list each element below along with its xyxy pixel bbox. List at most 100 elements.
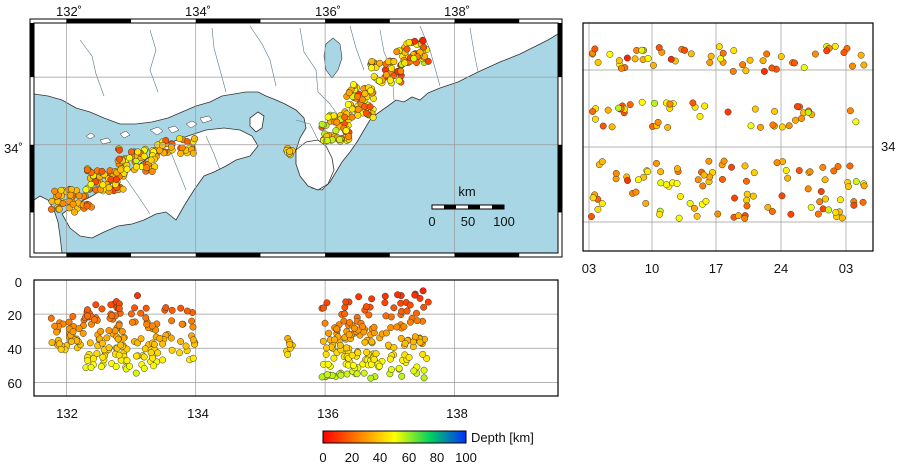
time-hypocenter xyxy=(587,213,595,221)
time-hypocenter xyxy=(798,114,805,122)
xs-hypocenter xyxy=(86,339,94,347)
xs-hypocenter xyxy=(321,319,329,327)
map-hypocenter xyxy=(183,138,191,146)
xs-hypocenter xyxy=(350,361,357,369)
time-hypocenter xyxy=(778,123,786,131)
land-masses xyxy=(34,23,558,253)
xs-hypocenter xyxy=(57,345,65,353)
time-hypocenter xyxy=(691,204,698,212)
xs-hypocenter xyxy=(394,291,402,299)
time-hypocenter xyxy=(819,163,827,171)
colorbar-tick-0: 0 xyxy=(319,450,326,465)
time-hypocenter xyxy=(724,108,732,116)
map-hypocenter xyxy=(82,186,90,194)
xs-hypocenter xyxy=(348,351,356,359)
map-hypocenter xyxy=(348,113,356,121)
xs-hypocenter xyxy=(410,367,418,375)
xs-hypocenter xyxy=(137,309,145,317)
xs-hypocenter xyxy=(79,329,87,337)
time-hypocenter xyxy=(834,163,842,170)
time-hypocenter xyxy=(589,194,597,202)
time-hypocenter xyxy=(750,169,758,177)
time-hypocenter xyxy=(787,210,795,218)
time-hypocenter xyxy=(768,208,776,215)
time-hypocenter xyxy=(769,121,777,129)
time-hypocenter xyxy=(675,214,683,222)
xs-hypocenter xyxy=(127,310,135,318)
map-hypocenter xyxy=(159,141,167,149)
xs-hypocenter xyxy=(115,351,123,359)
time-hypocenter xyxy=(804,185,812,193)
xs-hypocenter xyxy=(123,357,131,365)
xs-hypocenter xyxy=(324,360,332,368)
map-hypocenter xyxy=(115,155,123,163)
time-hypocenter xyxy=(836,196,844,204)
scale-bar-seg xyxy=(444,205,456,209)
map-hypocenter xyxy=(332,127,340,135)
map-outer-frame xyxy=(29,18,563,258)
time-hypocenter xyxy=(706,59,714,66)
xs-hypocenter xyxy=(154,349,162,357)
xs-hypocenter xyxy=(323,299,331,307)
xs-hypocenter xyxy=(159,340,167,348)
time-hypocenter xyxy=(612,169,620,177)
xs-hypocenter xyxy=(162,304,170,312)
time-hypocenter xyxy=(792,116,799,124)
depth-tick-20: 20 xyxy=(8,308,22,323)
time-hypocenter xyxy=(719,175,726,183)
time-hypocenter xyxy=(617,64,625,72)
xs-hypocenter xyxy=(117,341,125,349)
time-hypocenter xyxy=(657,168,665,176)
map-hypocenter xyxy=(147,156,155,164)
time-hypocenter xyxy=(771,107,778,115)
xs-hypocenter xyxy=(168,346,176,354)
xs-hypocenter xyxy=(386,355,394,363)
map-hypocenter xyxy=(324,113,332,121)
xs-hypocenter xyxy=(416,338,424,346)
map-hypocenter xyxy=(318,120,326,128)
map-hypocenter xyxy=(57,186,65,194)
xs-hypocenter xyxy=(189,336,197,344)
scale-bar-label-50: 50 xyxy=(461,214,475,229)
time-hypocenter xyxy=(598,158,606,166)
map-hypocenter xyxy=(376,59,384,67)
map-hypocenter xyxy=(345,133,353,140)
time-hypocenter xyxy=(638,98,646,106)
map-hypocenter xyxy=(342,127,350,135)
time-hypocenter xyxy=(816,198,824,206)
time-hypocenter xyxy=(687,50,695,58)
time-hypocenter xyxy=(764,203,772,211)
map-hypocenter xyxy=(323,137,331,144)
time-hypocenter xyxy=(689,99,697,107)
time-hypocenter xyxy=(804,108,812,116)
time-hypocenter xyxy=(800,64,808,72)
time-hypocenter xyxy=(822,195,829,203)
time-hypocenter xyxy=(785,122,793,130)
time-hypocenter xyxy=(747,122,755,130)
map-hypocenter xyxy=(354,111,362,119)
xs-hypocenter xyxy=(341,310,349,318)
time-panel-frame xyxy=(582,22,874,252)
time-hypocenter xyxy=(782,167,790,174)
map-hypocenter xyxy=(361,90,369,98)
time-hypocenter xyxy=(701,102,709,110)
scale-bar: km 0 50 100 xyxy=(428,184,514,229)
map-frame xyxy=(29,18,563,258)
lake-biwa xyxy=(323,37,343,79)
time-hypocenter xyxy=(838,214,846,222)
xs-hypocenter xyxy=(189,354,197,362)
map-hypocenter xyxy=(390,58,398,66)
time-hypocenter xyxy=(743,190,751,198)
xs-hypocenter xyxy=(375,362,383,370)
map-hypocenter xyxy=(47,205,55,213)
xs-hypocenter xyxy=(132,369,140,377)
xs-hypocenter xyxy=(105,327,113,334)
map-hypocenter xyxy=(286,147,294,155)
xs-hypocenter xyxy=(132,352,140,360)
map-hypocenter xyxy=(48,197,56,205)
xs-hypocenter xyxy=(390,304,398,312)
xs-hypocenter xyxy=(340,317,348,325)
xs-hypocenter xyxy=(353,370,361,378)
time-hypocenter xyxy=(844,183,852,191)
map-hypocenter xyxy=(75,192,83,200)
